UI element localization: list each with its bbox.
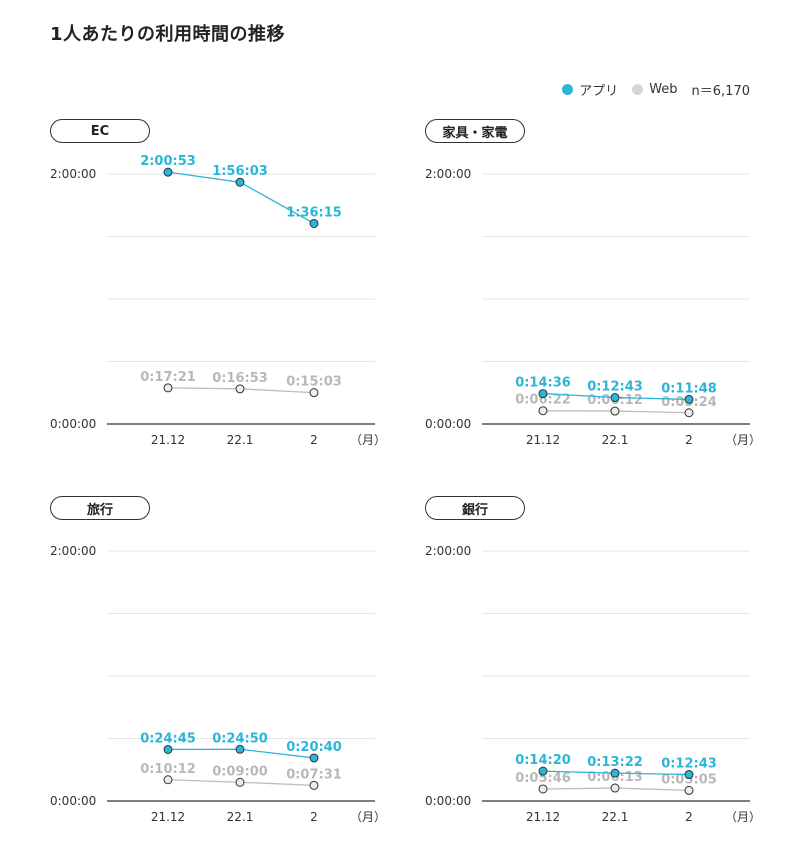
chart-bank: 2:00:000:00:0021.1222.12（月）0:05:460:06:1… — [425, 544, 761, 824]
app-point — [684, 770, 694, 780]
y-tick-label: 0:00:00 — [425, 417, 471, 431]
app-value-label: 0:11:48 — [661, 381, 717, 396]
app-value-label: 1:36:15 — [286, 205, 342, 220]
web-point — [163, 383, 173, 393]
app-point — [684, 394, 694, 404]
y-tick-label: 0:00:00 — [50, 417, 96, 431]
app-point — [538, 389, 548, 399]
legend-web-dot — [632, 84, 644, 95]
chart-panel-ec: EC 2:00:00 0:00:00 21.12 22.1 2 （月） 0:17:21 0:1… — [50, 119, 420, 459]
app-point — [610, 393, 620, 403]
web-value-label: 0:07:31 — [286, 767, 342, 782]
chart-panel-travel: 旅行 2:00:00 0:00:00 21.12 22.1 2 （月） 0:10:12 0:0… — [50, 496, 420, 836]
app-point — [163, 744, 173, 754]
panel-title: EC — [50, 119, 150, 143]
app-value-label: 0:12:43 — [587, 380, 643, 395]
app-value-label: 0:20:40 — [286, 740, 342, 755]
y-tick-label: 0:00:00 — [50, 794, 96, 808]
legend-web-label: Web — [649, 82, 678, 97]
app-value-label: 0:14:36 — [515, 376, 571, 391]
chart-panel-furniture: 家具・家電 2:00:00 0:00:00 21.12 22.1 2 （月） 0:06:22… — [425, 119, 795, 459]
x-tick-label: 21.12 — [526, 433, 560, 447]
web-point — [684, 785, 694, 795]
panel-title: 家具・家電 — [425, 119, 525, 143]
app-value-label: 1:56:03 — [212, 164, 268, 179]
legend-app-label: アプリ — [579, 84, 619, 99]
web-value-label: 0:10:12 — [140, 762, 196, 777]
app-point — [235, 177, 245, 187]
x-tick-label: 2 — [310, 433, 318, 447]
x-tick-label: 22.1 — [602, 433, 629, 447]
y-tick-label: 2:00:00 — [50, 544, 96, 558]
app-value-label: 0:12:43 — [661, 757, 717, 772]
app-value-label: 0:24:45 — [140, 731, 196, 746]
x-tick-label: 2 — [310, 810, 318, 824]
x-tick-label: 21.12 — [151, 810, 185, 824]
y-tick-label: 0:00:00 — [425, 794, 471, 808]
app-point — [309, 218, 319, 228]
web-value-label: 0:16:53 — [212, 371, 268, 386]
legend: アプリ Web n＝6,170 — [562, 80, 750, 99]
web-point — [235, 777, 245, 787]
x-tick-label: 2 — [685, 810, 693, 824]
chart-panel-bank: 銀行 2:00:00 0:00:00 21.12 22.1 2 （月） 0:05:46 0:0… — [425, 496, 795, 836]
app-point — [610, 768, 620, 778]
legend-app-dot — [562, 84, 574, 95]
web-point — [163, 775, 173, 785]
legend-item-web: Web — [632, 82, 678, 97]
web-value-label: 0:05:05 — [661, 772, 717, 787]
page-title: 1人あたりの利用時間の推移 — [50, 24, 286, 45]
x-tick-label: 21.12 — [526, 810, 560, 824]
web-value-label: 0:17:21 — [140, 370, 196, 385]
x-tick-label: 22.1 — [227, 433, 254, 447]
web-point — [538, 784, 548, 794]
web-value-label: 0:05:46 — [515, 771, 571, 786]
legend-item-app: アプリ — [562, 80, 618, 99]
x-tick-label: 22.1 — [602, 810, 629, 824]
app-value-label: 0:13:22 — [587, 755, 643, 770]
x-unit-label: （月） — [350, 810, 386, 824]
x-unit-label: （月） — [725, 433, 761, 447]
app-point — [235, 744, 245, 754]
x-tick-label: 22.1 — [227, 810, 254, 824]
web-point — [309, 780, 319, 790]
app-value-label: 0:14:20 — [515, 753, 571, 768]
y-tick-label: 2:00:00 — [425, 167, 471, 181]
x-tick-label: 2 — [685, 433, 693, 447]
web-point — [610, 783, 620, 793]
web-value-label: 0:09:00 — [212, 764, 268, 779]
x-tick-label: 21.12 — [151, 433, 185, 447]
chart-ec: 2:00:00 0:00:00 21.12 22.1 2 （月） 0:17:21 0:16:5… — [50, 154, 386, 447]
chart-travel: 2:00:00 0:00:00 21.12 22.1 2 （月） 0:10:12 0:09:0… — [50, 544, 386, 824]
chart-furniture: 2:00:000:00:0021.1222.12（月）0:06:220:06:1… — [425, 167, 761, 447]
web-value-label: 0:06:22 — [515, 393, 571, 408]
web-value-label: 0:15:03 — [286, 375, 342, 390]
web-point — [610, 406, 620, 416]
app-point — [163, 167, 173, 177]
app-value-label: 0:24:50 — [212, 731, 268, 746]
web-point — [684, 408, 694, 418]
sample-size-label: n＝6,170 — [691, 84, 750, 99]
panel-title: 旅行 — [50, 496, 150, 520]
web-point — [235, 384, 245, 394]
web-point — [538, 406, 548, 416]
x-unit-label: （月） — [725, 810, 761, 824]
x-unit-label: （月） — [350, 433, 386, 447]
y-tick-label: 2:00:00 — [50, 167, 96, 181]
panel-title: 銀行 — [425, 496, 525, 520]
web-point — [309, 388, 319, 398]
y-tick-label: 2:00:00 — [425, 544, 471, 558]
app-value-label: 2:00:53 — [140, 154, 196, 169]
app-point — [309, 753, 319, 763]
app-point — [538, 766, 548, 776]
